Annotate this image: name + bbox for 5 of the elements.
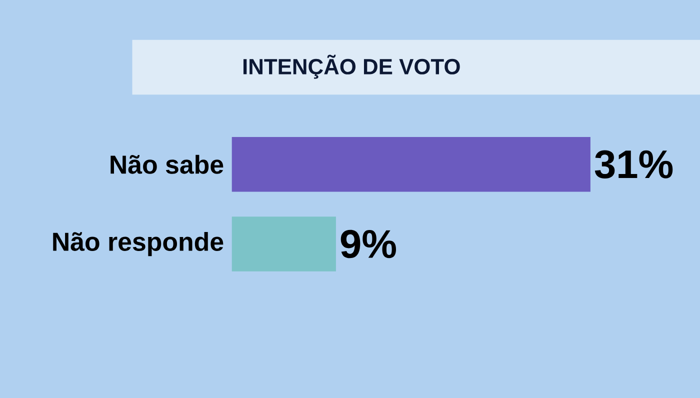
- y-tick-label: Não responde: [53, 232, 224, 256]
- data-label: 9%: [340, 230, 396, 258]
- data-label: 31%: [594, 150, 673, 178]
- y-tick-label: Não sabe: [110, 154, 224, 174]
- chart-title: INTENÇÃO DE VOTO: [243, 54, 460, 79]
